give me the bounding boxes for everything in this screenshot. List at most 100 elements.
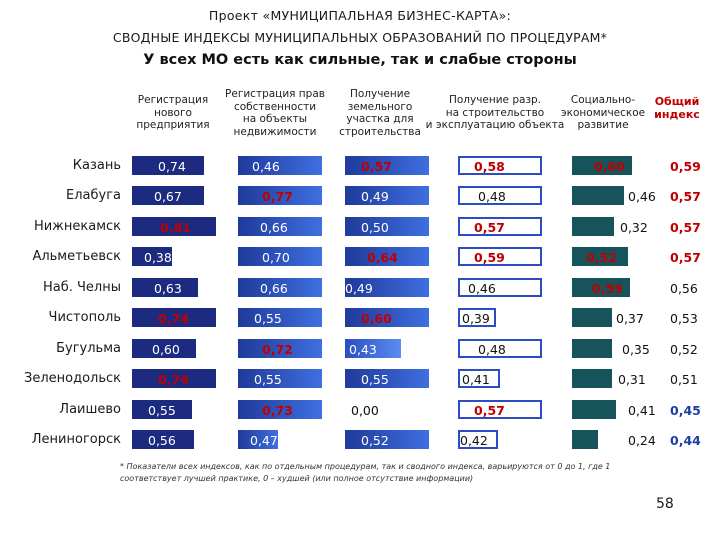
column-header-c5: Социально-экономическое развитие <box>548 94 658 132</box>
index-value: 0,37 <box>616 311 644 326</box>
index-bar <box>458 156 542 175</box>
index-value: 0,47 <box>250 433 278 448</box>
index-value: 0,59 <box>474 250 505 265</box>
index-bar <box>238 369 322 388</box>
index-bar <box>132 186 204 205</box>
index-value: 0,41 <box>462 372 490 387</box>
index-bar <box>238 217 322 236</box>
index-value: 0,57 <box>474 403 505 418</box>
index-value: 0,49 <box>361 189 389 204</box>
index-value: 0,57 <box>474 220 505 235</box>
index-bar <box>345 339 401 358</box>
column-header-line: участка для <box>346 113 414 125</box>
index-value: 0,67 <box>154 189 182 204</box>
slide-title-line1: Проект «МУНИЦИПАЛЬНАЯ БИЗНЕС-КАРТА»: <box>208 8 512 23</box>
column-header-c2: Регистрация прав собственности на объекты н… <box>222 88 328 138</box>
index-bar <box>458 278 542 297</box>
index-bar <box>458 217 542 236</box>
index-bar <box>572 247 628 266</box>
slide-subtitle: У всех МО есть как сильные, так и слабые… <box>143 52 577 68</box>
column-header-line: на строительство <box>445 106 545 119</box>
row-label: Нижнекамск <box>33 219 121 234</box>
column-header-line: недвижимости <box>233 125 317 138</box>
index-bar <box>238 400 322 419</box>
index-bar <box>572 339 612 358</box>
column-header-line: Получение <box>349 88 411 100</box>
index-value: 0,72 <box>262 342 293 357</box>
index-bar <box>132 339 196 358</box>
index-bar <box>238 186 322 205</box>
overall-index-value: 0,56 <box>670 281 698 296</box>
row-label: Бугульма <box>56 341 121 356</box>
index-bar <box>345 186 429 205</box>
index-bar <box>572 186 624 205</box>
overall-index-value: 0,57 <box>670 250 701 265</box>
index-value: 0,35 <box>622 342 650 357</box>
index-value: 0,74 <box>158 311 189 326</box>
column-header-line: развитие <box>577 119 629 131</box>
index-value: 0,32 <box>620 220 648 235</box>
index-bar <box>458 186 542 205</box>
column-header-c6: Общий индекс <box>642 95 712 121</box>
overall-index-value: 0,45 <box>670 403 701 418</box>
index-value: 0,24 <box>628 433 656 448</box>
column-header-line: Общий <box>654 95 700 108</box>
row-label: Наб. Челны <box>42 280 121 295</box>
index-bar <box>458 369 500 388</box>
index-value: 0,48 <box>478 189 506 204</box>
index-bar <box>458 308 496 327</box>
column-header-line: строительства <box>339 125 421 138</box>
index-bar <box>345 278 429 297</box>
index-value: 0,46 <box>252 159 280 174</box>
index-bar <box>458 400 542 419</box>
index-bar <box>572 308 612 327</box>
index-value: 0,42 <box>460 433 488 448</box>
overall-index-value: 0,52 <box>670 342 698 357</box>
index-value: 0,81 <box>160 220 191 235</box>
index-value: 0,43 <box>349 342 377 357</box>
row-label: Альметьевск <box>32 249 121 264</box>
index-bar <box>345 217 429 236</box>
column-header-line: земельного <box>347 100 413 113</box>
index-bar <box>238 156 322 175</box>
index-value: 0,58 <box>474 159 505 174</box>
row-label: Елабуга <box>66 188 121 203</box>
page-number: 58 <box>656 496 674 512</box>
column-header-line: Социально- <box>570 94 636 106</box>
index-value: 0,66 <box>260 220 288 235</box>
index-bar <box>345 156 429 175</box>
index-value: 0,46 <box>628 189 656 204</box>
index-bar <box>238 430 278 449</box>
index-value: 0,46 <box>468 281 496 296</box>
index-bar <box>238 339 322 358</box>
index-value: 0,77 <box>262 189 293 204</box>
index-value: 0,55 <box>254 372 282 387</box>
row-label: Лаишево <box>59 402 121 417</box>
index-bar <box>132 369 216 388</box>
column-header-line: и эксплуатацию объекта <box>425 119 565 131</box>
index-value: 0,48 <box>478 342 506 357</box>
index-value: 0,74 <box>158 372 189 387</box>
index-value: 0,50 <box>361 220 389 235</box>
index-value: 0,49 <box>345 281 373 296</box>
index-value: 0,00 <box>351 403 379 418</box>
index-value: 0,60 <box>361 311 392 326</box>
index-bar <box>345 247 429 266</box>
index-bar <box>572 400 616 419</box>
column-header-c3: Получение земельного участка для строительс… <box>330 88 430 138</box>
overall-index-value: 0,53 <box>670 311 698 326</box>
index-value: 0,31 <box>618 372 646 387</box>
index-bar <box>132 308 216 327</box>
column-header-c4: Получение разр. на строительство и эксплуа… <box>420 94 570 132</box>
index-bar <box>238 247 322 266</box>
index-value: 0,41 <box>628 403 656 418</box>
index-bar <box>132 430 194 449</box>
index-bar <box>572 430 598 449</box>
index-bar <box>132 156 204 175</box>
index-value: 0,60 <box>594 159 625 174</box>
index-value: 0,70 <box>262 250 290 265</box>
column-header-line: на объекты <box>242 113 308 125</box>
index-bar <box>345 308 429 327</box>
index-value: 0,57 <box>361 159 392 174</box>
index-bar <box>458 339 542 358</box>
